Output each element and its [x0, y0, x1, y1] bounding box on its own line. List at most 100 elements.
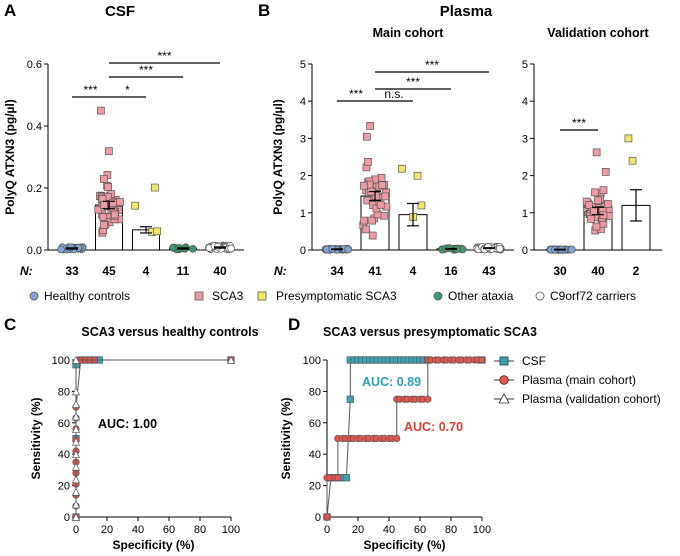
x-tick-label: 80 — [445, 524, 457, 536]
roc-point — [424, 395, 432, 403]
data-point — [153, 227, 162, 236]
y-tick-label: 20 — [309, 481, 321, 493]
data-point — [413, 171, 422, 180]
y-axis-label: Sensitivity (%) — [29, 397, 43, 479]
data-point — [57, 245, 65, 254]
data-point — [344, 245, 353, 254]
auc-label-d-plasma: AUC: 0.70 — [404, 420, 463, 434]
data-point — [376, 200, 385, 209]
data-point — [624, 134, 633, 143]
roc-point — [346, 395, 354, 403]
legend-marker-csf — [499, 356, 509, 366]
chart-b-validation-cohort: 0 1 2 3 4 5 30 40 2 *** — [522, 59, 662, 278]
data-point — [628, 156, 637, 165]
data-point — [371, 192, 380, 200]
y-tick-label: 0 — [64, 512, 70, 524]
data-point — [362, 225, 371, 234]
y-tick-label: 0.0 — [27, 245, 42, 257]
n-label: 30 — [553, 264, 567, 278]
x-tick-label: 0 — [73, 524, 79, 536]
significance-label: *** — [425, 58, 439, 72]
panel-label-a: A — [4, 1, 16, 20]
data-point — [592, 222, 601, 231]
n-label: 40 — [591, 264, 605, 278]
roc-point — [323, 513, 331, 521]
roc-line — [75, 359, 231, 517]
roc-point — [71, 387, 81, 396]
data-point — [599, 186, 608, 195]
data-point — [378, 181, 387, 189]
y-tick-label: 3 — [522, 133, 528, 145]
panel-label-d: D — [288, 315, 300, 334]
x-tick-label: 60 — [414, 524, 426, 536]
roc-point — [71, 462, 81, 471]
data-point — [100, 221, 108, 229]
legend-label-plasma-validation: Plasma (validation cohort) — [522, 392, 661, 406]
roc-point — [226, 355, 236, 364]
roc-point — [71, 512, 81, 521]
y-tick-label: 40 — [309, 449, 321, 461]
legend-marker-plasma-main — [499, 375, 509, 385]
panel-label-b: B — [258, 1, 270, 20]
y-tick-label: 0 — [315, 512, 321, 524]
legend-label-presymptomatic: Presymptomatic SCA3 — [276, 289, 397, 303]
data-point — [100, 175, 108, 183]
legend-marker-plasma-validation — [498, 393, 510, 404]
x-tick-label: 80 — [194, 524, 206, 536]
y-tick-label: 3 — [300, 133, 306, 145]
data-point — [109, 198, 117, 207]
data-point — [363, 132, 371, 141]
legend-marker-presymptomatic — [257, 291, 267, 301]
data-point — [116, 198, 124, 206]
roc-point — [71, 412, 81, 421]
y-tick-label: 40 — [58, 449, 70, 461]
y-tick-label: 80 — [309, 386, 321, 398]
data-point — [484, 243, 492, 251]
data-point — [591, 188, 599, 197]
significance-label: *** — [572, 116, 586, 130]
y-tick-label: 1 — [300, 208, 306, 220]
y-tick-label: 80 — [58, 386, 70, 398]
panel-title-c: SCA3 versus healthy controls — [81, 325, 258, 339]
roc-point — [71, 355, 81, 364]
chart-c-roc: 00 20 20 40 40 60 60 80 80 100 100 Specificity (%) S… — [29, 355, 240, 552]
y-tick-label: 0.4 — [27, 121, 42, 133]
x-tick-label: 100 — [222, 524, 240, 536]
data-point — [360, 216, 368, 225]
n-prefix-a: N: — [20, 264, 33, 278]
data-point — [99, 213, 108, 221]
data-point — [150, 183, 159, 192]
data-point — [100, 201, 108, 209]
subtitle-validation-cohort: Validation cohort — [547, 26, 649, 40]
legend-marker-sca3 — [194, 291, 204, 301]
data-point — [495, 244, 504, 253]
x-tick-label: 0 — [324, 524, 330, 536]
legend-label-csf: CSF — [522, 354, 546, 368]
data-point — [585, 201, 594, 209]
y-tick-label: 2 — [522, 171, 528, 183]
x-tick-label: 100 — [473, 524, 491, 536]
n-prefix-b: N: — [274, 264, 287, 278]
data-point — [104, 183, 112, 191]
legend-label-sca3: SCA3 — [212, 289, 244, 303]
y-tick-label: 4 — [300, 96, 306, 108]
data-point — [587, 215, 595, 223]
data-point — [567, 245, 576, 254]
n-label: 33 — [65, 264, 79, 278]
x-tick-label: 40 — [383, 524, 395, 536]
roc-point — [71, 424, 81, 433]
data-point — [368, 216, 377, 225]
significance-label: *** — [139, 63, 153, 77]
y-tick-label: 5 — [522, 59, 528, 71]
roc-legend: CSF Plasma (main cohort) Plasma (validat… — [494, 354, 661, 406]
n-label: 40 — [213, 264, 227, 278]
significance-label: *** — [83, 83, 97, 97]
group-legend: Healthy controls SCA3 Presymptomatic SCA… — [29, 289, 636, 303]
roc-point — [342, 474, 350, 482]
roc-point — [393, 434, 401, 443]
data-point — [590, 207, 598, 216]
n-label: 34 — [330, 264, 344, 278]
y-tick-label: 0.6 — [27, 59, 42, 71]
data-point — [381, 192, 390, 201]
